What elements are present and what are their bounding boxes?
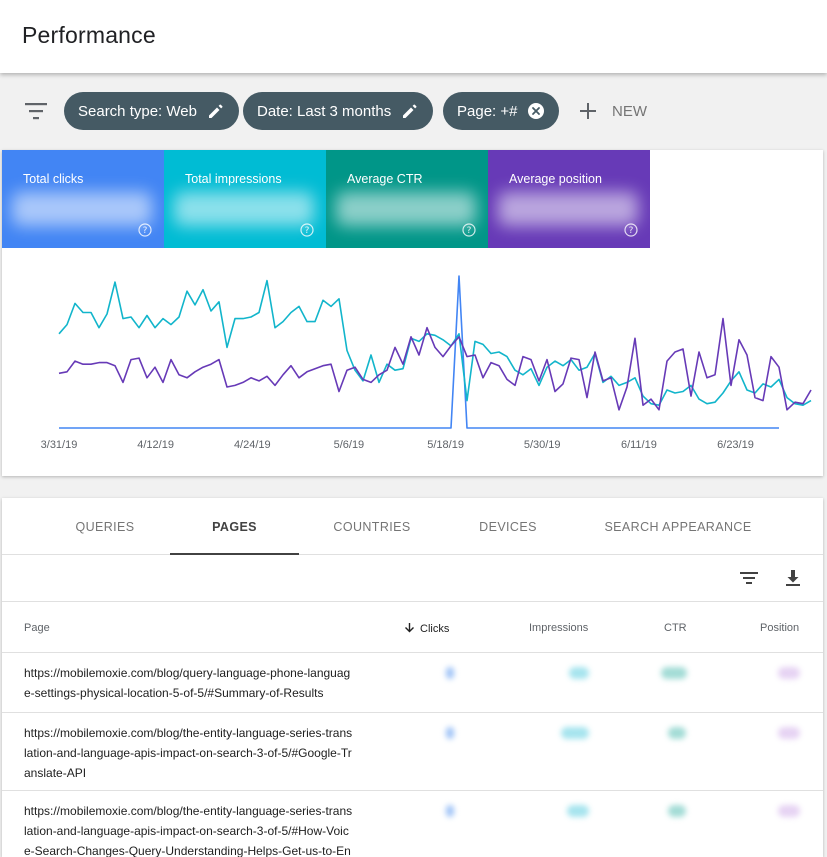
chip-label: Search type: Web [78, 102, 197, 120]
table-row[interactable]: https://mobilemoxie.com/blog/the-entity-… [2, 713, 823, 791]
close-circle-icon[interactable] [527, 102, 545, 120]
svg-text:?: ? [467, 226, 472, 236]
pencil-icon[interactable] [207, 102, 225, 120]
metric-total-impressions[interactable]: Total impressions ? [164, 150, 326, 248]
x-tick-label: 4/24/19 [234, 439, 271, 451]
download-icon[interactable] [782, 567, 804, 589]
new-filter-label: NEW [612, 102, 647, 120]
x-tick-label: 5/6/19 [334, 439, 365, 451]
page-url[interactable]: https://mobilemoxie.com/blog/query-langu… [24, 666, 351, 700]
chip-label: Date: Last 3 months [257, 102, 392, 120]
help-icon[interactable]: ? [624, 223, 638, 237]
page-url[interactable]: https://mobilemoxie.com/blog/the-entity-… [24, 804, 353, 857]
dimension-tabs: QUERIES PAGES COUNTRIES DEVICES SEARCH A… [2, 498, 823, 555]
metric-value-redacted [174, 192, 314, 226]
clicks-value-redacted [446, 667, 454, 679]
metric-value-redacted [336, 192, 476, 226]
page-title: Performance [22, 22, 156, 48]
tab-devices[interactable]: DEVICES [479, 519, 537, 534]
filter-bar: Search type: Web Date: Last 3 months Pag… [0, 73, 827, 150]
app-header: Performance [0, 0, 827, 73]
column-header-page[interactable]: Page [24, 622, 50, 634]
table-row[interactable]: https://mobilemoxie.com/blog/the-entity-… [2, 791, 823, 857]
impressions-value-redacted [567, 805, 589, 817]
pages-table-card: QUERIES PAGES COUNTRIES DEVICES SEARCH A… [2, 498, 823, 857]
table-row[interactable]: https://mobilemoxie.com/blog/query-langu… [2, 653, 823, 713]
metric-label: Total clicks [23, 172, 84, 186]
svg-text:?: ? [629, 226, 634, 236]
tab-countries[interactable]: COUNTRIES [333, 519, 411, 534]
metric-value-redacted [498, 192, 638, 226]
column-header-ctr[interactable]: CTR [664, 622, 687, 634]
x-tick-label: 4/12/19 [137, 439, 174, 451]
metric-total-clicks[interactable]: Total clicks ? [2, 150, 164, 248]
search-type-chip[interactable]: Search type: Web [64, 92, 239, 130]
tab-queries[interactable]: QUERIES [75, 519, 135, 534]
ctr-value-redacted [668, 727, 686, 739]
metric-label: Average position [509, 172, 602, 186]
svg-text:?: ? [143, 226, 148, 236]
page-url[interactable]: https://mobilemoxie.com/blog/the-entity-… [24, 726, 353, 780]
performance-chart-card: Total clicks ? Total impressions ? Avera… [2, 150, 823, 476]
sort-arrow-down-icon [405, 623, 414, 633]
ctr-value-redacted [661, 667, 687, 679]
x-tick-label: 6/11/19 [621, 439, 657, 451]
x-tick-label: 6/23/19 [717, 439, 754, 451]
x-tick-label: 5/18/19 [427, 439, 464, 451]
table-header: Page Clicks Impressions CTR Position [2, 603, 823, 653]
metric-average-ctr[interactable]: Average CTR ? [326, 150, 488, 248]
table-toolbar [2, 555, 823, 602]
position-value-redacted [778, 667, 800, 679]
impressions-value-redacted [569, 667, 589, 679]
metric-average-position[interactable]: Average position ? [488, 150, 650, 248]
table-filter-icon[interactable] [738, 567, 760, 589]
metric-label: Total impressions [185, 172, 282, 186]
help-icon[interactable]: ? [300, 223, 314, 237]
filter-icon[interactable] [24, 101, 48, 121]
position-value-redacted [778, 727, 800, 739]
pencil-icon[interactable] [401, 102, 419, 120]
chip-label: Page: +# [457, 102, 518, 120]
x-tick-label: 3/31/19 [41, 439, 78, 451]
help-icon[interactable]: ? [138, 223, 152, 237]
help-icon[interactable]: ? [462, 223, 476, 237]
position-value-redacted [778, 805, 800, 817]
metric-value-redacted [12, 192, 152, 226]
column-header-position[interactable]: Position [760, 622, 800, 634]
new-filter-button[interactable]: NEW [578, 99, 647, 123]
page-chip[interactable]: Page: +# [443, 92, 560, 130]
column-header-impressions[interactable]: Impressions [529, 622, 589, 634]
impressions-value-redacted [561, 727, 589, 739]
series-line-total-impressions [58, 279, 812, 406]
date-chip[interactable]: Date: Last 3 months [243, 92, 434, 130]
performance-line-chart: 3/31/19 4/12/19 4/24/19 5/6/19 5/18/19 5/30/1… [41, 275, 812, 451]
metric-label: Average CTR [347, 172, 423, 186]
series-line-average-position [58, 317, 812, 411]
x-tick-label: 5/30/19 [524, 439, 561, 451]
clicks-label: Clicks [420, 623, 450, 635]
plus-icon [580, 103, 596, 119]
ctr-value-redacted [668, 805, 686, 817]
column-header-clicks[interactable]: Clicks [404, 622, 449, 635]
series-line-total-clicks [59, 275, 779, 429]
clicks-value-redacted [446, 727, 454, 739]
svg-text:?: ? [305, 226, 310, 236]
clicks-value-redacted [446, 805, 454, 817]
tab-search-appearance[interactable]: SEARCH APPEARANCE [604, 519, 752, 534]
tab-pages[interactable]: PAGES [170, 498, 299, 555]
